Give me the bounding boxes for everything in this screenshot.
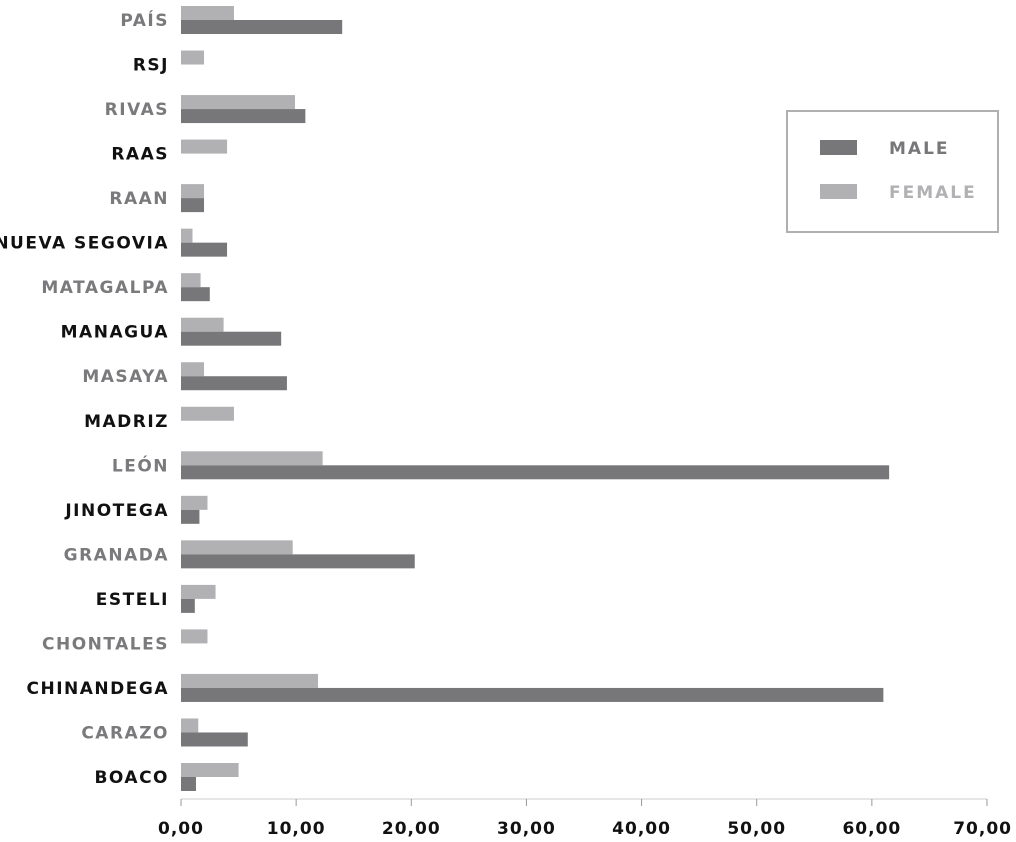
bar-female-rsj [181, 50, 205, 65]
legend-box [786, 110, 999, 233]
bar-female-matagalpa [181, 273, 201, 288]
category-label-boaco: BOACO [94, 768, 169, 788]
bar-male-pais [181, 20, 343, 34]
x-tick-label: 50,00 [727, 819, 786, 839]
category-label-matagalpa: MATAGALPA [41, 278, 169, 298]
bars-layer [181, 6, 890, 791]
category-label-carazo: CARAZO [81, 723, 169, 743]
x-tick-label: 60,00 [842, 819, 901, 839]
legend-label-male: MALE [889, 139, 950, 159]
bar-male-leon [181, 465, 890, 480]
bar-female-carazo [181, 718, 199, 733]
x-tick-label: 10,00 [267, 819, 326, 839]
legend: MALE FEMALE [786, 110, 999, 233]
bar-female-madriz [181, 406, 234, 421]
category-label-raan: RAAN [109, 189, 169, 209]
bar-female-chontales [181, 629, 208, 644]
bar-male-esteli [181, 598, 195, 613]
bar-male-jinotega [181, 509, 200, 524]
category-label-chinandega: CHINANDEGA [27, 679, 169, 699]
category-label-pais: PAÍS [120, 9, 169, 31]
bar-male-boaco [181, 777, 196, 791]
x-tick-label: 30,00 [497, 819, 556, 839]
bar-male-masaya [181, 376, 287, 391]
bar-female-jinotega [181, 495, 208, 510]
category-label-esteli: ESTELI [96, 590, 169, 610]
bar-male-nueva-segovia [181, 242, 228, 257]
bar-female-leon [181, 451, 323, 466]
x-axis-ticks: 0,00 10,00 20,00 30,00 40,00 50,00 60,00 70,00 [158, 799, 1012, 839]
category-label-rivas: RIVAS [105, 100, 169, 120]
bar-male-chinandega [181, 687, 884, 702]
bar-male-carazo [181, 732, 248, 747]
bar-female-raan [181, 184, 205, 199]
category-label-masaya: MASAYA [82, 367, 169, 387]
category-label-leon: LEÓN [112, 454, 169, 476]
category-label-granada: GRANADA [64, 545, 169, 565]
legend-swatch-male [820, 140, 857, 155]
bar-male-raan [181, 198, 205, 213]
x-tick-label: 40,00 [612, 819, 671, 839]
bar-female-raas [181, 139, 228, 154]
x-tick-label: 0,00 [158, 819, 204, 839]
category-labels: PAÍS RSJ RIVAS RAAS RAAN NUEVA SEGOVIA MATAGAL… [0, 9, 169, 788]
category-label-nueva-segovia: NUEVA SEGOVIA [0, 234, 169, 254]
bar-female-boaco [181, 763, 239, 777]
legend-label-female: FEMALE [889, 183, 977, 203]
x-tick-label: 20,00 [382, 819, 441, 839]
bar-male-matagalpa [181, 287, 210, 302]
x-tick-label: 70,00 [953, 819, 1012, 839]
bar-female-granada [181, 540, 293, 555]
bar-female-rivas [181, 95, 295, 110]
category-label-madriz: MADRIZ [84, 412, 169, 432]
bar-male-granada [181, 554, 415, 569]
bar-female-chinandega [181, 673, 319, 688]
bar-male-managua [181, 331, 282, 346]
category-label-raas: RAAS [111, 145, 169, 165]
category-label-managua: MANAGUA [61, 323, 169, 343]
bar-female-masaya [181, 362, 205, 377]
category-label-rsj: RSJ [133, 56, 169, 76]
legend-swatch-female [820, 184, 857, 199]
bar-female-nueva-segovia [181, 228, 193, 243]
category-label-chontales: CHONTALES [42, 634, 169, 654]
bar-female-managua [181, 317, 224, 332]
bar-female-esteli [181, 584, 216, 599]
category-label-jinotega: JINOTEGA [64, 501, 169, 521]
bar-male-rivas [181, 109, 306, 124]
bar-female-pais [181, 6, 234, 20]
